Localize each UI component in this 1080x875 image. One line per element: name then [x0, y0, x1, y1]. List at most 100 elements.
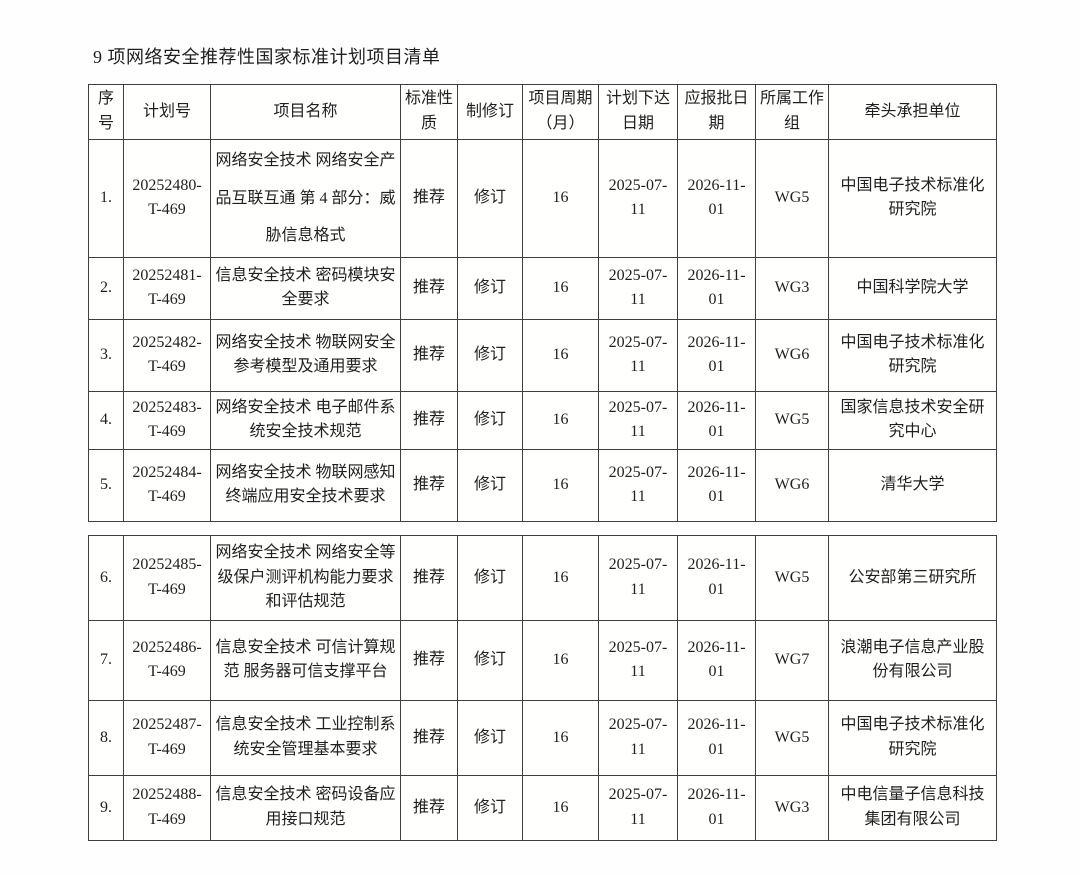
plan-number: 20252481-T-469 — [123, 256, 211, 320]
issue-date: 2025-07-11 — [598, 534, 678, 621]
project-name: 网络安全技术 物联网感知终端应用安全技术要求 — [210, 448, 401, 522]
revision-type: 修订 — [457, 448, 523, 522]
approval-date: 2026-11-01 — [677, 318, 756, 392]
plan-number: 20252488-T-469 — [123, 774, 211, 841]
row-no: 4. — [88, 390, 124, 450]
table-header-row: 序号 计划号 项目名称 标准性质 制修订 项目周期（月） 计划下达日期 应报批日… — [88, 84, 997, 140]
project-name: 信息安全技术 工业控制系统安全管理基本要求 — [210, 699, 401, 776]
col-header-revision: 制修订 — [457, 84, 523, 140]
lead-unit: 中国电子技术标准化研究院 — [828, 699, 997, 776]
workgroup: WG3 — [755, 256, 829, 320]
lead-unit: 清华大学 — [828, 448, 997, 522]
plan-number: 20252483-T-469 — [123, 390, 211, 450]
project-period: 16 — [522, 256, 599, 320]
col-header-workgroup: 所属工作组 — [755, 84, 829, 140]
workgroup: WG3 — [755, 774, 829, 841]
plan-number: 20252486-T-469 — [123, 619, 211, 701]
lead-unit: 浪潮电子信息产业股份有限公司 — [828, 619, 997, 701]
revision-type: 修订 — [457, 534, 523, 621]
issue-date: 2025-07-11 — [598, 318, 678, 392]
standard-nature: 推荐 — [400, 138, 458, 258]
project-period: 16 — [522, 699, 599, 776]
standard-nature: 推荐 — [400, 699, 458, 776]
row-no: 3. — [88, 318, 124, 392]
workgroup: WG6 — [755, 448, 829, 522]
revision-type: 修订 — [457, 699, 523, 776]
row-no: 6. — [88, 534, 124, 621]
lead-unit: 中国科学院大学 — [828, 256, 997, 320]
row-no: 7. — [88, 619, 124, 701]
project-name: 信息安全技术 密码模块安全要求 — [210, 256, 401, 320]
table-row: 3. 20252482-T-469 网络安全技术 物联网安全参考模型及通用要求 … — [88, 318, 997, 392]
col-header-lead-unit: 牵头承担单位 — [828, 84, 997, 140]
project-name: 信息安全技术 可信计算规范 服务器可信支撑平台 — [210, 619, 401, 701]
revision-type: 修订 — [457, 318, 523, 392]
page-break-gap — [88, 522, 1080, 535]
project-period: 16 — [522, 619, 599, 701]
issue-date: 2025-07-11 — [598, 619, 678, 701]
lead-unit: 中国电子技术标准化研究院 — [828, 318, 997, 392]
row-no: 2. — [88, 256, 124, 320]
project-period: 16 — [522, 318, 599, 392]
plan-number: 20252485-T-469 — [123, 534, 211, 621]
table-row: 1. 20252480-T-469 网络安全技术 网络安全产品互联互通 第 4 … — [88, 138, 997, 258]
row-no: 1. — [88, 138, 124, 258]
issue-date: 2025-07-11 — [598, 448, 678, 522]
table-row: 4. 20252483-T-469 网络安全技术 电子邮件系统安全技术规范 推荐… — [88, 390, 997, 450]
row-no: 5. — [88, 448, 124, 522]
col-header-approval-date: 应报批日期 — [677, 84, 756, 140]
approval-date: 2026-11-01 — [677, 256, 756, 320]
standard-nature: 推荐 — [400, 534, 458, 621]
approval-date: 2026-11-01 — [677, 390, 756, 450]
table-row: 8. 20252487-T-469 信息安全技术 工业控制系统安全管理基本要求 … — [88, 699, 997, 776]
issue-date: 2025-07-11 — [598, 390, 678, 450]
plan-number: 20252487-T-469 — [123, 699, 211, 776]
workgroup: WG5 — [755, 699, 829, 776]
issue-date: 2025-07-11 — [598, 138, 678, 258]
standard-nature: 推荐 — [400, 774, 458, 841]
col-header-issue-date: 计划下达日期 — [598, 84, 678, 140]
workgroup: WG5 — [755, 534, 829, 621]
approval-date: 2026-11-01 — [677, 619, 756, 701]
standard-nature: 推荐 — [400, 390, 458, 450]
plan-number: 20252482-T-469 — [123, 318, 211, 392]
standard-nature: 推荐 — [400, 318, 458, 392]
approval-date: 2026-11-01 — [677, 534, 756, 621]
approval-date: 2026-11-01 — [677, 699, 756, 776]
standard-nature: 推荐 — [400, 619, 458, 701]
table-row: 7. 20252486-T-469 信息安全技术 可信计算规范 服务器可信支撑平… — [88, 619, 997, 701]
project-period: 16 — [522, 448, 599, 522]
project-period: 16 — [522, 390, 599, 450]
revision-type: 修订 — [457, 774, 523, 841]
lead-unit: 中国电子技术标准化研究院 — [828, 138, 997, 258]
plan-number: 20252480-T-469 — [123, 138, 211, 258]
table-row: 6. 20252485-T-469 网络安全技术 网络安全等级保户测评机构能力要… — [88, 534, 997, 621]
col-header-nature: 标准性质 — [400, 84, 458, 140]
workgroup: WG5 — [755, 390, 829, 450]
standard-nature: 推荐 — [400, 448, 458, 522]
row-no: 9. — [88, 774, 124, 841]
approval-date: 2026-11-01 — [677, 448, 756, 522]
workgroup: WG6 — [755, 318, 829, 392]
project-name: 网络安全技术 网络安全等级保户测评机构能力要求和评估规范 — [210, 534, 401, 621]
col-header-project-name: 项目名称 — [210, 84, 401, 140]
col-header-period: 项目周期（月） — [522, 84, 599, 140]
standards-table-part-1: 序号 计划号 项目名称 标准性质 制修订 项目周期（月） 计划下达日期 应报批日… — [88, 84, 997, 522]
issue-date: 2025-07-11 — [598, 699, 678, 776]
table-row: 9. 20252488-T-469 信息安全技术 密码设备应用接口规范 推荐 修… — [88, 774, 997, 841]
row-no: 8. — [88, 699, 124, 776]
issue-date: 2025-07-11 — [598, 256, 678, 320]
table-row: 5. 20252484-T-469 网络安全技术 物联网感知终端应用安全技术要求… — [88, 448, 997, 522]
lead-unit: 中电信量子信息科技集团有限公司 — [828, 774, 997, 841]
project-period: 16 — [522, 138, 599, 258]
revision-type: 修订 — [457, 619, 523, 701]
lead-unit: 公安部第三研究所 — [828, 534, 997, 621]
workgroup: WG5 — [755, 138, 829, 258]
revision-type: 修订 — [457, 256, 523, 320]
issue-date: 2025-07-11 — [598, 774, 678, 841]
page-title: 9 项网络安全推荐性国家标准计划项目清单 — [93, 47, 441, 67]
lead-unit: 国家信息技术安全研究中心 — [828, 390, 997, 450]
workgroup: WG7 — [755, 619, 829, 701]
col-header-plan-no: 计划号 — [123, 84, 211, 140]
table-row: 2. 20252481-T-469 信息安全技术 密码模块安全要求 推荐 修订 … — [88, 256, 997, 320]
